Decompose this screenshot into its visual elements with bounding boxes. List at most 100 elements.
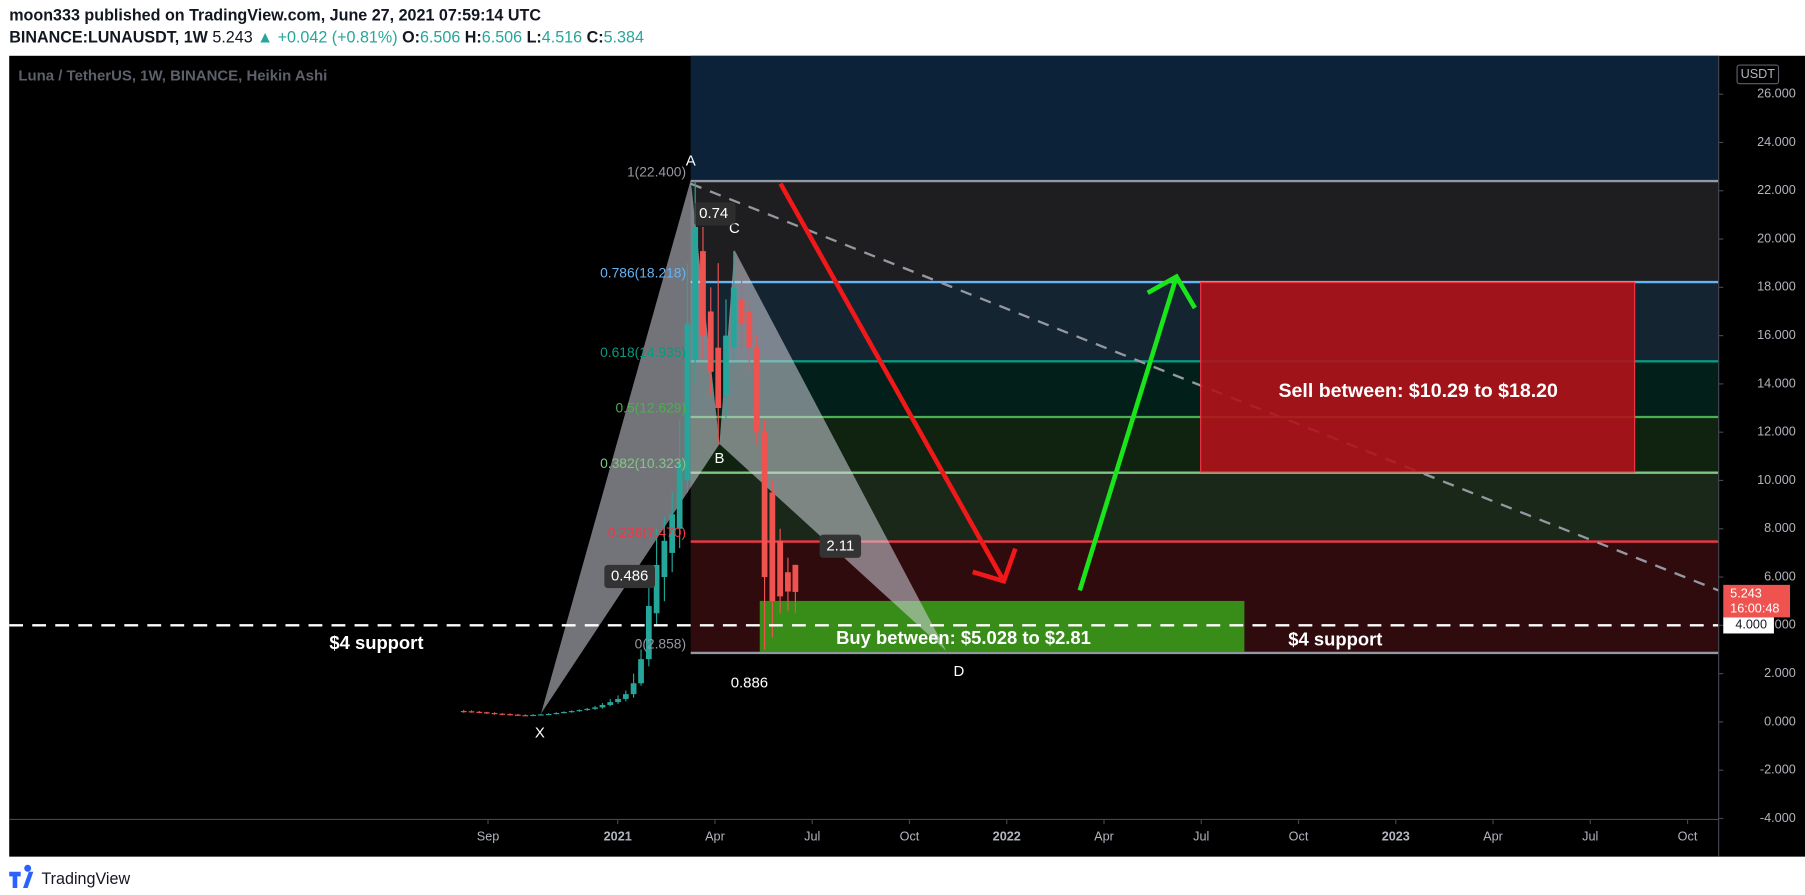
support-label: $4 support [1288,628,1382,649]
fib-label: 0(2.858) [635,635,686,651]
x-tick-label: Oct [900,828,920,843]
candle-body [700,251,706,336]
y-tick-label: 18.000 [1757,279,1796,294]
candle-body [715,347,722,409]
fib-zone [690,181,1719,283]
point-label: A [686,152,696,169]
x-tick-label: 2022 [993,828,1021,843]
x-tick-label: Apr [705,828,725,843]
candle-body [653,564,660,614]
arrow-shaft [1077,275,1179,592]
fib-label: 1(22.400) [627,164,686,180]
ohlc-value: 6.506 [420,29,460,47]
y-tick-label: -4.000 [1760,810,1796,825]
candle-body [676,461,683,529]
x-tick-label: 2023 [1382,828,1410,843]
y-tick-label: 22.000 [1757,182,1796,197]
ohlc-label: O: [402,29,420,47]
currency-badge [1736,64,1780,85]
candle-body [753,347,760,433]
ohlc-value: 4.516 [542,29,582,47]
x-tick-label: Jul [1582,828,1598,843]
ohlc-label: L: [527,29,542,47]
ratio-box [819,534,862,558]
ratio-box [694,202,736,226]
candle-body [514,714,521,716]
candle-body [761,432,768,578]
candle-body [538,714,544,716]
pattern-xab [541,180,720,714]
candle-body [622,694,629,699]
candle-body [568,711,575,713]
sell-zone [1200,281,1636,473]
y-tick-label: 10.000 [1757,472,1796,487]
logo [9,864,34,889]
candle-body [638,659,644,684]
ratio-label: 0.74 [699,205,728,222]
support-label: $4 support [329,632,423,653]
candle-body [777,540,784,597]
ratio-label: 2.11 [826,537,854,554]
x-tick-label: Jul [1193,828,1209,843]
candle-body [576,710,583,712]
candle-body [692,226,699,360]
candle-body [607,702,614,706]
candle-body [561,712,567,714]
trend-line [690,182,1720,592]
candle-body [615,698,621,703]
candle-body [630,683,637,695]
fib-label: 0.786(18.218) [600,265,686,281]
last-price: 5.243 [1730,585,1762,600]
x-tick-label: Jul [804,828,820,843]
y-tick-label: 24.000 [1757,134,1796,149]
sell-label: Sell between: $10.29 to $18.20 [1278,380,1557,402]
candle-body [730,287,737,348]
symbol-line: BINANCE:LUNAUSDT, 1W 5.243 ▲ +0.042 (+0.… [9,29,644,47]
candle-body [584,708,591,711]
candle-body [723,335,729,396]
y-tick-label: 0.000 [1764,713,1796,728]
y-tick-label: 14.000 [1757,375,1796,390]
candle-body [476,711,483,713]
point-label: C [729,220,740,237]
countdown: 16:00:48 [1730,601,1779,616]
ratio-label: 0.886 [731,674,768,691]
candle-body [645,606,652,660]
x-tick-label: Apr [1094,828,1114,843]
last: 5.243 [212,29,252,47]
support-badge [1723,617,1774,634]
candle-body [684,323,691,481]
candle-body [545,713,552,716]
point-label: X [535,724,545,741]
ohlc-label: C: [587,29,604,47]
candle-body [483,712,490,714]
candle-body [468,711,475,713]
x-tick-label: Apr [1483,828,1503,843]
candle-body [707,311,714,372]
symbol: BINANCE:LUNAUSDT, 1W [9,29,208,47]
y-tick-label: 2.000 [1764,665,1796,680]
chart-title: Luna / TetherUS, 1W, BINANCE, Heikin Ash… [18,68,327,85]
y-tick-label: 26.000 [1757,85,1796,100]
buy-zone [759,600,1245,653]
x-tick-label: Sep [477,828,500,843]
fib-label: 0.5(12.629) [615,399,686,415]
pattern-bcd [719,249,947,651]
y-tick-label: 6.000 [1764,568,1796,583]
ohlc-value: 6.506 [482,29,522,47]
support-price: 4.000 [1735,617,1767,632]
candle-body [746,311,753,348]
y-tick-label: 20.000 [1757,230,1796,245]
currency: USDT [1741,66,1776,81]
candle-body [553,712,560,715]
fib-label: 0.236(7.470) [608,524,686,540]
candle-body [738,299,745,324]
fib-label: 0.382(10.323) [600,455,686,471]
green-arrow [1077,273,1197,592]
red-arrow [778,182,1018,585]
publish-line: moon333 published on TradingView.com, Ju… [9,7,541,25]
ohlc-label: H: [465,29,482,47]
buy-label: Buy between: $5.028 to $2.81 [836,627,1091,648]
candle-body [792,564,799,592]
brand: TradingView [9,864,130,889]
